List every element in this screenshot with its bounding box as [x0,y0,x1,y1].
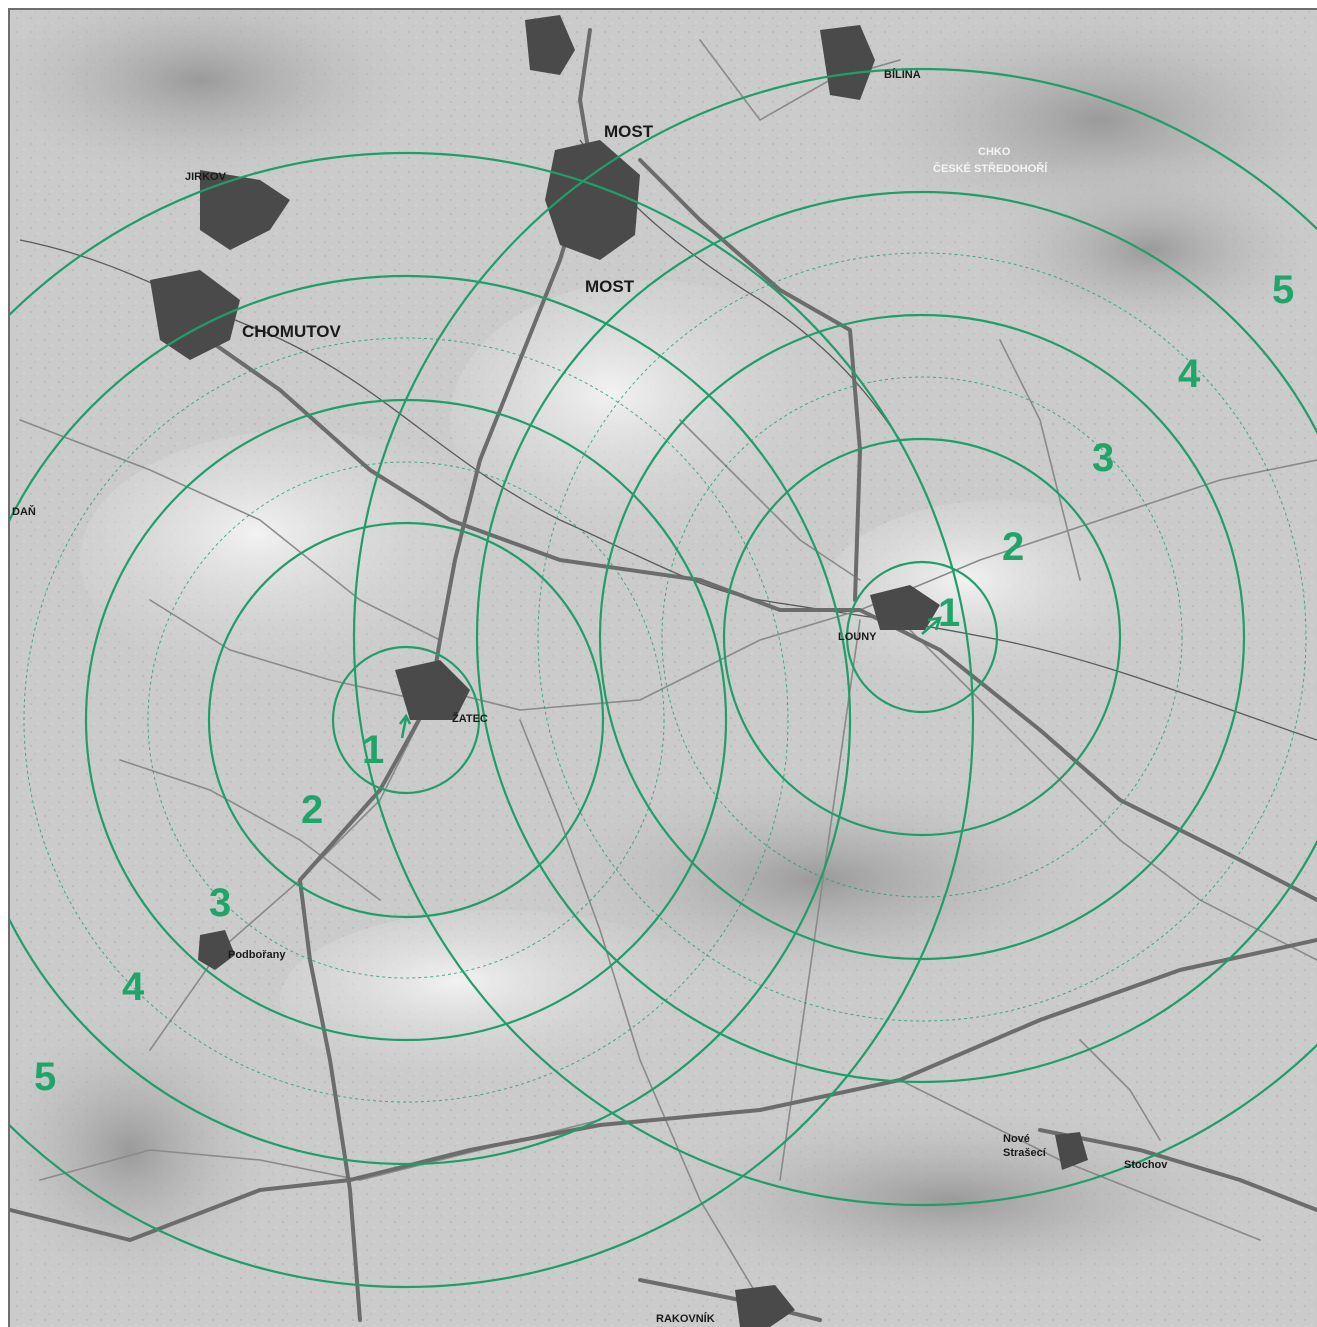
zatec-ring-number-1: 1 [362,728,384,772]
label-jirkov[interactable]: JIRKOV [185,171,227,183]
label-chko-line2: ČESKÉ STŘEDOHOŘÍ [933,162,1048,175]
louny-ring-number-4: 4 [1178,352,1201,396]
louny-ring-number-2: 2 [1002,525,1024,569]
label-most-bottom[interactable]: MOST [585,277,635,296]
label-chomutov[interactable]: CHOMUTOV [242,322,342,341]
zatec-ring-number-3: 3 [209,881,231,925]
label-podborany[interactable]: Podbořany [228,949,286,961]
louny-ring-number-3: 3 [1092,436,1114,480]
zatec-ring-number-5: 5 [34,1055,56,1099]
label-rakovnik[interactable]: RAKOVNÍK [656,1312,715,1325]
label-stochov[interactable]: Stochov [1124,1159,1168,1171]
zatec-ring-number-4: 4 [122,965,145,1009]
label-zatec[interactable]: ŽATEC [452,712,488,725]
label-nove-straseci-1[interactable]: Nové [1003,1133,1030,1145]
label-bilina[interactable]: BÍLINA [884,68,921,81]
label-louny[interactable]: LOUNY [838,631,877,643]
label-kadan[interactable]: DAŇ [12,505,36,518]
zatec-ring-number-2: 2 [301,788,323,832]
label-most-top[interactable]: MOST [604,122,654,141]
louny-ring-number-5: 5 [1272,268,1294,312]
louny-ring-number-1: 1 [938,591,960,635]
label-chko-line1: CHKO [978,146,1011,158]
label-nove-straseci-2[interactable]: Strašecí [1003,1147,1047,1159]
